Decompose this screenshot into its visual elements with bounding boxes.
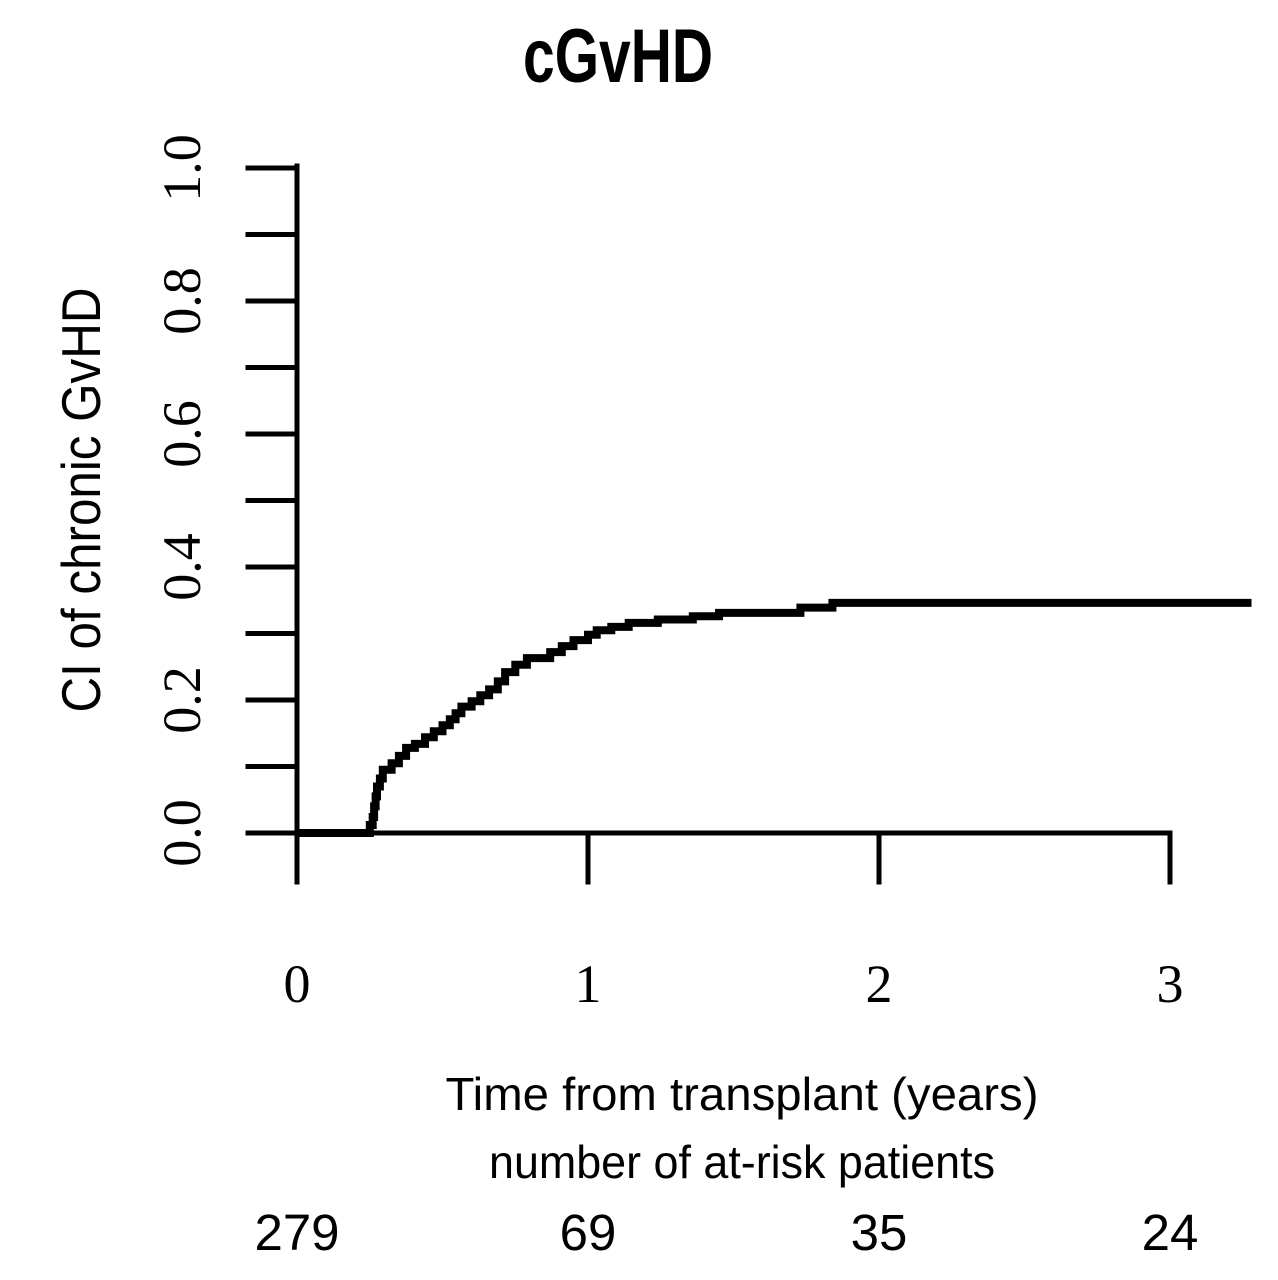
x-tick-label: 1	[575, 954, 602, 1014]
y-tick-label: 0.8	[152, 267, 212, 335]
y-tick-label: 0.4	[152, 533, 212, 601]
x-tick-label: 0	[284, 954, 311, 1014]
chart-title: cGvHD	[523, 14, 713, 99]
y-tick-label: 0.2	[152, 666, 212, 734]
y-tick-label: 0.6	[152, 400, 212, 468]
at-risk-count: 69	[560, 1204, 617, 1261]
at-risk-label: number of at-risk patients	[489, 1136, 995, 1188]
at-risk-count: 35	[851, 1204, 908, 1261]
y-tick-label: 0.0	[152, 799, 212, 867]
at-risk-count: 279	[254, 1204, 339, 1261]
x-tick-label: 3	[1157, 954, 1184, 1014]
x-tick-labels: 0 1 2 3	[284, 954, 1184, 1014]
at-risk-counts: 279 69 35 24	[254, 1204, 1198, 1261]
x-tick-label: 2	[866, 954, 893, 1014]
axes	[245, 163, 1173, 885]
y-tick-labels: 0.0 0.2 0.4 0.6 0.8 1.0	[152, 134, 212, 867]
ci-step-curve	[297, 598, 1252, 837]
at-risk-count: 24	[1142, 1204, 1199, 1261]
x-axis-label: Time from transplant (years)	[446, 1068, 1039, 1120]
y-axis-label: CI of chronic GvHD	[50, 288, 112, 713]
y-tick-label: 1.0	[152, 134, 212, 202]
